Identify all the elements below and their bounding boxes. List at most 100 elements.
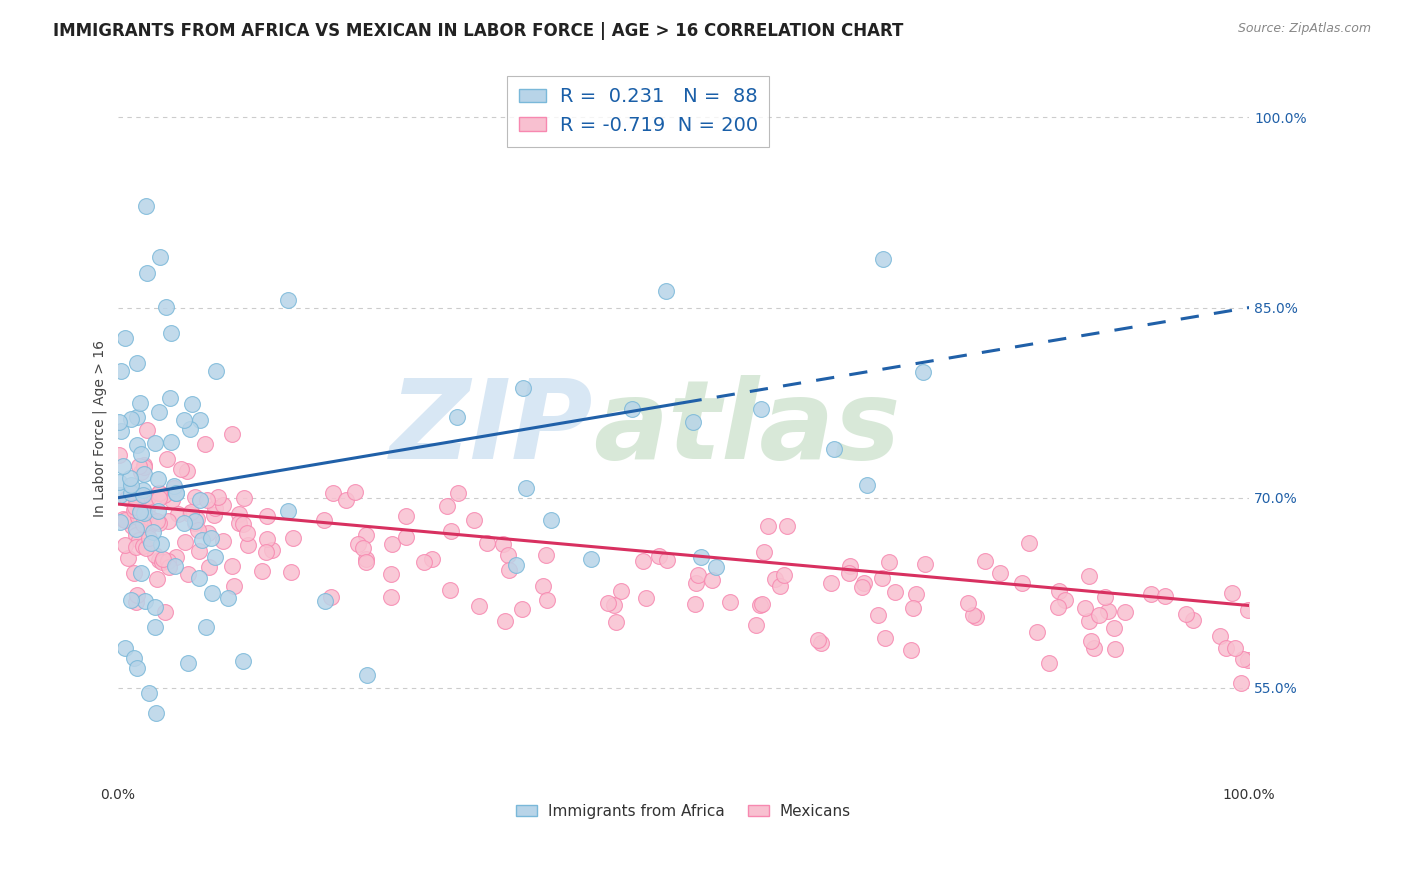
Point — [810, 636, 832, 650]
Point — [648, 549, 671, 564]
Point — [494, 614, 516, 628]
Point — [179, 422, 201, 436]
Point — [149, 250, 172, 264]
Point — [132, 458, 155, 472]
Point — [134, 460, 156, 475]
Point — [380, 590, 402, 604]
Point — [125, 438, 148, 452]
Point — [143, 620, 166, 634]
Point — [700, 574, 723, 588]
Point — [153, 605, 176, 619]
Point — [165, 486, 187, 500]
Point — [110, 425, 132, 439]
Point — [122, 566, 145, 580]
Point — [163, 479, 186, 493]
Point — [467, 599, 489, 614]
Point — [260, 543, 283, 558]
Point — [114, 537, 136, 551]
Point — [688, 568, 710, 582]
Point — [129, 505, 152, 519]
Point — [148, 486, 170, 500]
Point — [125, 522, 148, 536]
Point — [603, 598, 626, 612]
Point — [129, 447, 152, 461]
Point — [505, 558, 527, 573]
Point — [256, 532, 278, 546]
Point — [120, 478, 142, 492]
Point — [183, 516, 205, 530]
Point — [534, 548, 557, 562]
Point — [347, 537, 370, 551]
Point — [683, 597, 706, 611]
Point — [250, 564, 273, 578]
Point — [173, 413, 195, 427]
Point — [143, 435, 166, 450]
Point — [132, 483, 155, 497]
Point — [159, 560, 181, 574]
Point — [335, 493, 357, 508]
Point — [135, 199, 157, 213]
Point — [120, 486, 142, 500]
Point — [344, 485, 367, 500]
Point — [536, 593, 558, 607]
Point — [531, 579, 554, 593]
Point — [439, 583, 461, 598]
Point — [195, 492, 218, 507]
Point — [167, 507, 190, 521]
Point — [872, 252, 894, 267]
Point — [174, 535, 197, 549]
Point — [180, 397, 202, 411]
Point — [127, 510, 149, 524]
Point — [228, 507, 250, 521]
Point — [177, 566, 200, 581]
Point — [1053, 592, 1076, 607]
Point — [221, 558, 243, 573]
Point — [146, 572, 169, 586]
Point — [136, 266, 159, 280]
Point — [912, 365, 935, 379]
Point — [129, 512, 152, 526]
Point — [135, 501, 157, 516]
Point — [128, 489, 150, 503]
Point — [749, 402, 772, 417]
Point — [853, 575, 876, 590]
Point — [510, 601, 533, 615]
Point — [1181, 613, 1204, 627]
Point — [186, 512, 208, 526]
Point — [238, 538, 260, 552]
Point — [1088, 607, 1111, 622]
Point — [773, 568, 796, 582]
Point — [314, 594, 336, 608]
Point — [120, 593, 142, 607]
Text: atlas: atlas — [593, 375, 900, 482]
Point — [496, 548, 519, 562]
Point — [143, 548, 166, 562]
Point — [1018, 536, 1040, 550]
Point — [207, 490, 229, 504]
Point — [114, 331, 136, 345]
Point — [125, 541, 148, 555]
Point — [1078, 614, 1101, 628]
Point — [254, 545, 277, 559]
Point — [962, 608, 984, 623]
Point — [152, 551, 174, 566]
Point — [540, 513, 562, 527]
Point — [165, 485, 187, 500]
Point — [162, 492, 184, 507]
Point — [111, 458, 134, 473]
Point — [768, 579, 790, 593]
Point — [395, 508, 418, 523]
Point — [138, 686, 160, 700]
Point — [139, 518, 162, 533]
Point — [188, 571, 211, 585]
Point — [1114, 606, 1136, 620]
Point — [129, 396, 152, 410]
Point — [277, 503, 299, 517]
Point — [125, 588, 148, 602]
Point — [146, 504, 169, 518]
Point — [807, 633, 830, 648]
Point — [232, 491, 254, 506]
Point — [605, 615, 627, 629]
Point — [256, 509, 278, 524]
Point — [170, 462, 193, 476]
